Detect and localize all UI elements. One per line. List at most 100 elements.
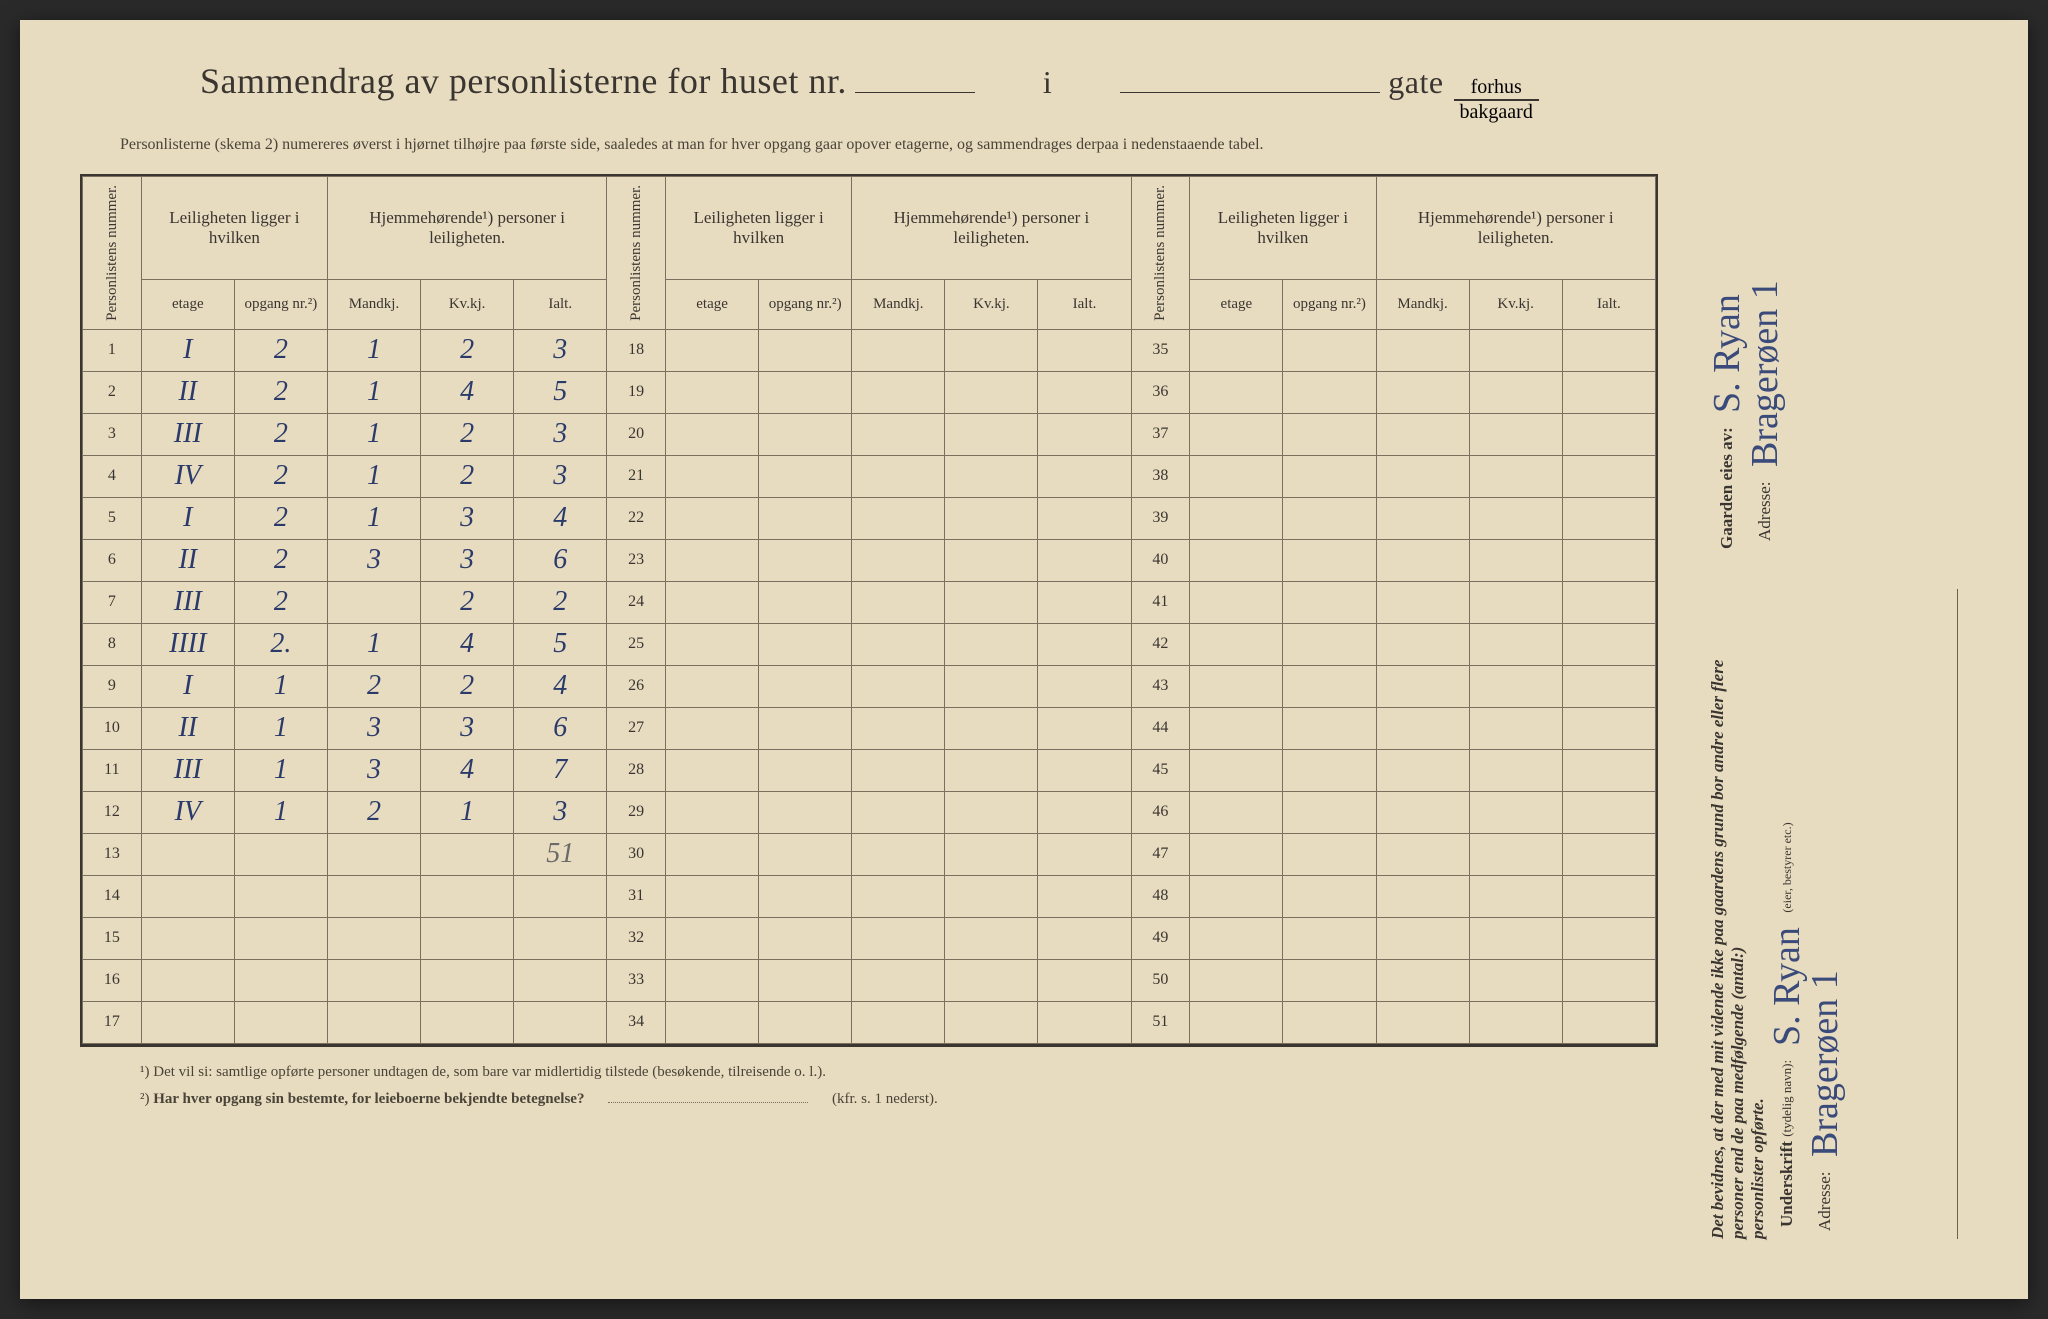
row-num-mid: 31 <box>607 875 666 917</box>
row-num-right: 43 <box>1131 665 1190 707</box>
cell-empty <box>1283 917 1376 959</box>
cell-etage <box>141 959 234 1001</box>
cell-kvkj <box>421 875 514 917</box>
underskrift-label: Underskrift <box>1777 1141 1796 1227</box>
cell-kvkj: 4 <box>421 623 514 665</box>
sub-etage-3: etage <box>1190 279 1283 329</box>
row-num-mid: 29 <box>607 791 666 833</box>
cell-empty <box>1562 539 1655 581</box>
cell-empty <box>1283 959 1376 1001</box>
cell-empty <box>945 917 1038 959</box>
row-num-left: 13 <box>83 833 142 875</box>
cell-empty <box>1190 413 1283 455</box>
col-leiligheten-2: Leiligheten ligger i hvilken <box>666 177 852 280</box>
cell-mandkj: 1 <box>327 413 420 455</box>
cell-empty <box>1376 539 1469 581</box>
row-num-left: 7 <box>83 581 142 623</box>
row-num-mid: 33 <box>607 959 666 1001</box>
cell-empty <box>1562 833 1655 875</box>
cell-empty <box>945 329 1038 371</box>
row-num-mid: 18 <box>607 329 666 371</box>
cell-ialt: 3 <box>514 455 607 497</box>
col-hjemme-1: Hjemmehørende¹) personer i leiligheten. <box>327 177 606 280</box>
footnotes: ¹) Det vil si: samtlige opførte personer… <box>80 1059 1658 1113</box>
sub-etage-2: etage <box>666 279 759 329</box>
cell-empty <box>666 791 759 833</box>
cell-empty <box>666 413 759 455</box>
cell-empty <box>852 539 945 581</box>
cell-empty <box>666 707 759 749</box>
cell-opgang: 2 <box>234 539 327 581</box>
underskrift-paren: (tydelig navn): <box>1779 1060 1794 1137</box>
cell-empty <box>1469 1001 1562 1043</box>
table-row: 13513047 <box>83 833 1656 875</box>
cell-empty <box>1469 413 1562 455</box>
row-num-right: 37 <box>1131 413 1190 455</box>
col-hjemme-3: Hjemmehørende¹) personer i leiligheten. <box>1376 177 1655 280</box>
row-num-right: 49 <box>1131 917 1190 959</box>
cell-empty <box>1562 749 1655 791</box>
cell-kvkj <box>421 959 514 1001</box>
cell-empty <box>1562 1001 1655 1043</box>
col-personlistens-1: Personlistens nummer. <box>83 177 142 330</box>
sub-ialt-2: Ialt. <box>1038 279 1131 329</box>
cell-empty <box>666 497 759 539</box>
sub-mandkj-1: Mandkj. <box>327 279 420 329</box>
cell-opgang: 2 <box>234 581 327 623</box>
title-i: i <box>1043 64 1052 101</box>
row-num-mid: 32 <box>607 917 666 959</box>
cell-opgang <box>234 959 327 1001</box>
cell-empty <box>1038 623 1131 665</box>
cell-etage: I <box>141 329 234 371</box>
cell-mandkj: 2 <box>327 665 420 707</box>
row-num-left: 5 <box>83 497 142 539</box>
cell-empty <box>1283 581 1376 623</box>
cell-empty <box>945 455 1038 497</box>
cell-empty <box>1038 707 1131 749</box>
cell-etage: II <box>141 707 234 749</box>
cell-empty <box>1469 371 1562 413</box>
cell-ialt: 7 <box>514 749 607 791</box>
table-row: 7III2222441 <box>83 581 1656 623</box>
table-body: 1I212318352II214519363III212320374IV2123… <box>83 329 1656 1043</box>
cell-empty <box>666 959 759 1001</box>
sub-ialt-1: Ialt. <box>514 279 607 329</box>
row-num-mid: 19 <box>607 371 666 413</box>
cell-etage <box>141 833 234 875</box>
cell-kvkj: 2 <box>421 329 514 371</box>
row-num-right: 42 <box>1131 623 1190 665</box>
cell-empty <box>1283 833 1376 875</box>
cell-etage <box>141 875 234 917</box>
cell-mandkj <box>327 875 420 917</box>
cell-mandkj: 3 <box>327 749 420 791</box>
cell-ialt: 3 <box>514 791 607 833</box>
cell-empty <box>1376 749 1469 791</box>
cell-empty <box>666 371 759 413</box>
cell-empty <box>945 581 1038 623</box>
cell-empty <box>1038 371 1131 413</box>
cell-opgang <box>234 833 327 875</box>
cell-empty <box>1376 371 1469 413</box>
cell-empty <box>1190 329 1283 371</box>
cell-empty <box>1376 959 1469 1001</box>
fraction-top: forhus <box>1454 76 1539 101</box>
cell-empty <box>1469 497 1562 539</box>
cell-empty <box>759 455 852 497</box>
cell-empty <box>1376 581 1469 623</box>
cell-empty <box>1469 329 1562 371</box>
cell-empty <box>945 833 1038 875</box>
cell-empty <box>852 623 945 665</box>
cell-opgang: 1 <box>234 791 327 833</box>
row-num-left: 9 <box>83 665 142 707</box>
row-num-right: 46 <box>1131 791 1190 833</box>
cell-empty <box>1038 749 1131 791</box>
cell-empty <box>1562 875 1655 917</box>
footnote-2-suffix: (kfr. s. 1 nederst). <box>832 1091 938 1107</box>
cell-empty <box>759 749 852 791</box>
row-num-right: 44 <box>1131 707 1190 749</box>
cell-mandkj: 3 <box>327 707 420 749</box>
row-num-mid: 34 <box>607 1001 666 1043</box>
cell-empty <box>945 371 1038 413</box>
cell-empty <box>1469 875 1562 917</box>
gaarden-row: Gaarden eies av: S. Ryan <box>1708 80 1746 549</box>
